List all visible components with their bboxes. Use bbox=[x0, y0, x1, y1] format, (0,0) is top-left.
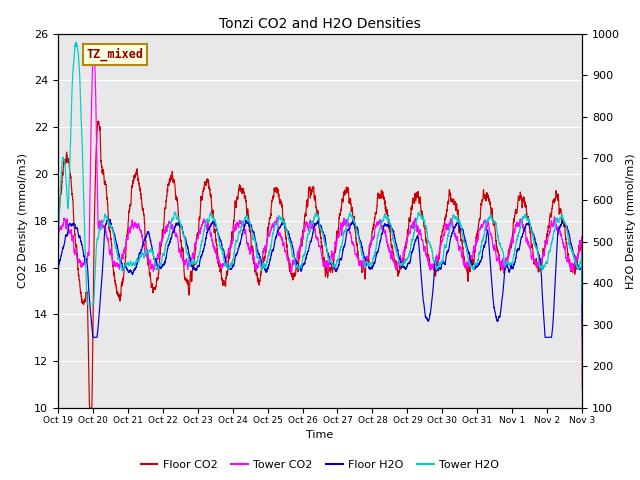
Text: TZ_mixed: TZ_mixed bbox=[86, 48, 143, 61]
X-axis label: Time: Time bbox=[307, 430, 333, 440]
Y-axis label: CO2 Density (mmol/m3): CO2 Density (mmol/m3) bbox=[18, 153, 28, 288]
Legend: Floor CO2, Tower CO2, Floor H2O, Tower H2O: Floor CO2, Tower CO2, Floor H2O, Tower H… bbox=[136, 456, 504, 474]
Title: Tonzi CO2 and H2O Densities: Tonzi CO2 and H2O Densities bbox=[219, 17, 421, 31]
Y-axis label: H2O Density (mmol/m3): H2O Density (mmol/m3) bbox=[626, 153, 636, 288]
